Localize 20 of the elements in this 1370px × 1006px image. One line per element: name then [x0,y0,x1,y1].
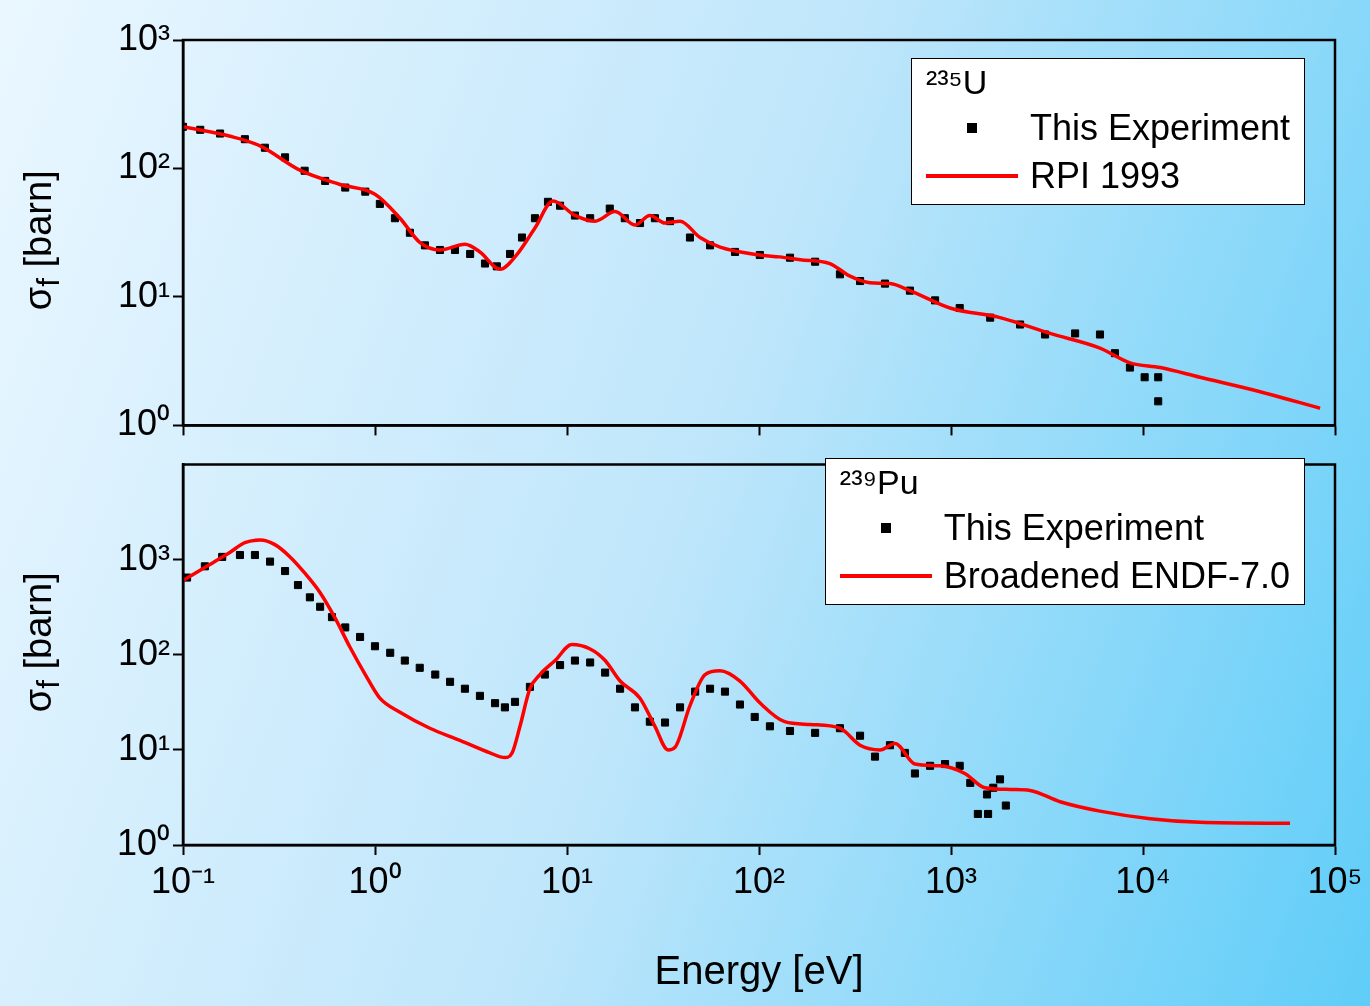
legend-label: Broadened ENDF-7.0 [943,555,1290,597]
legend-label: RPI 1993 [1029,155,1181,197]
legend-label: This Experiment [1029,107,1290,149]
x-tick-label: 10⁰ [348,859,402,901]
y-tick-label: 10² [117,631,171,673]
legend-label: This Experiment [943,507,1204,549]
y-tick-label: 10³ [117,16,171,58]
legend-title: ²³⁵U [925,63,989,102]
x-tick-label: 10³ [924,859,978,901]
y-tick-label: 10² [117,145,171,187]
y-tick-label: 10¹ [117,273,171,315]
y-tick-label: 10³ [117,536,171,578]
x-tick-label: 10² [732,859,786,901]
y-tick-label: 10⁰ [116,402,170,444]
legend-title: ²³⁹Pu [839,463,920,502]
x-tick-label: 10⁵ [1307,859,1363,901]
x-tick-label: 10¹ [540,859,594,901]
x-tick-label: 10⁴ [1115,859,1171,901]
x-axis-title: Energy [eV] [654,948,864,993]
y-tick-label: 10¹ [117,726,171,768]
